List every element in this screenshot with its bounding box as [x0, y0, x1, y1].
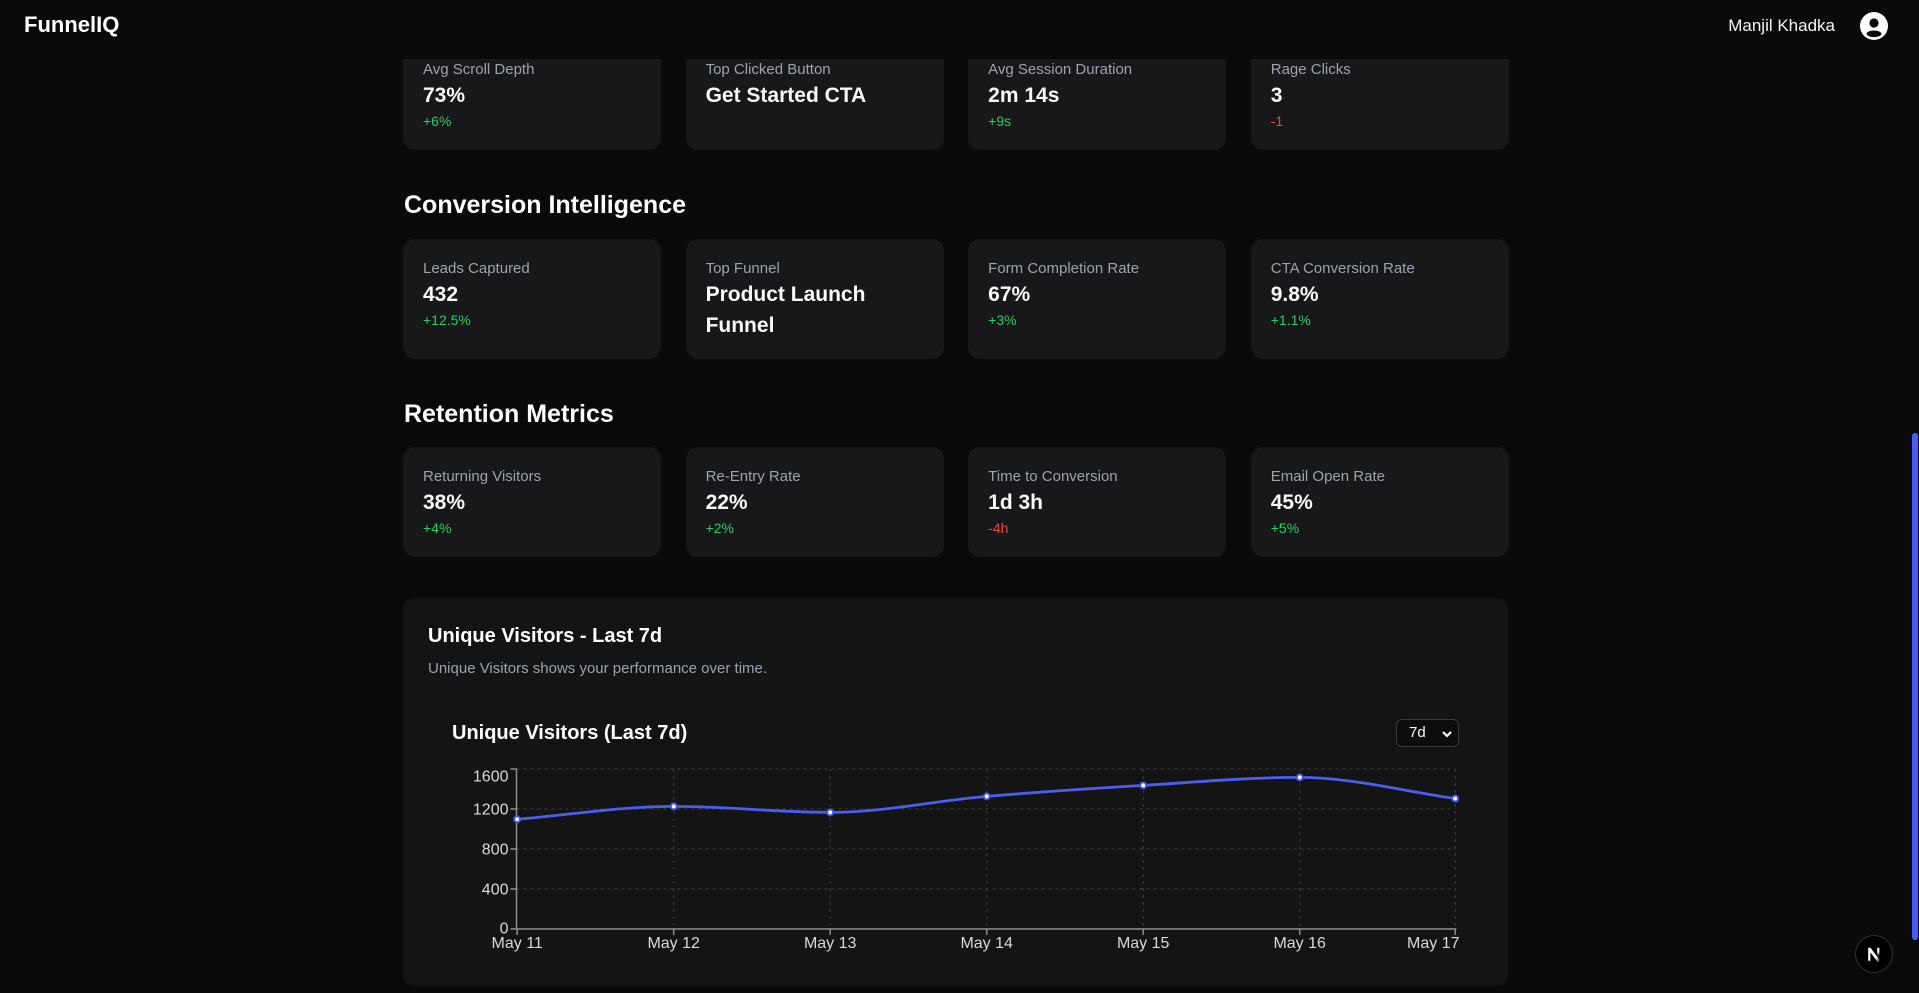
svg-text:400: 400 — [482, 882, 509, 899]
svg-text:1600: 1600 — [473, 769, 509, 786]
svg-text:1200: 1200 — [473, 802, 509, 819]
svg-text:May 14: May 14 — [960, 935, 1013, 952]
svg-text:May 12: May 12 — [647, 935, 700, 952]
svg-text:800: 800 — [482, 842, 509, 859]
svg-text:May 16: May 16 — [1273, 935, 1326, 952]
svg-text:May 15: May 15 — [1117, 935, 1170, 952]
svg-text:May 13: May 13 — [804, 935, 857, 952]
svg-text:May 17: May 17 — [1407, 935, 1460, 952]
svg-text:0: 0 — [500, 921, 509, 938]
svg-text:May 11: May 11 — [492, 935, 543, 952]
